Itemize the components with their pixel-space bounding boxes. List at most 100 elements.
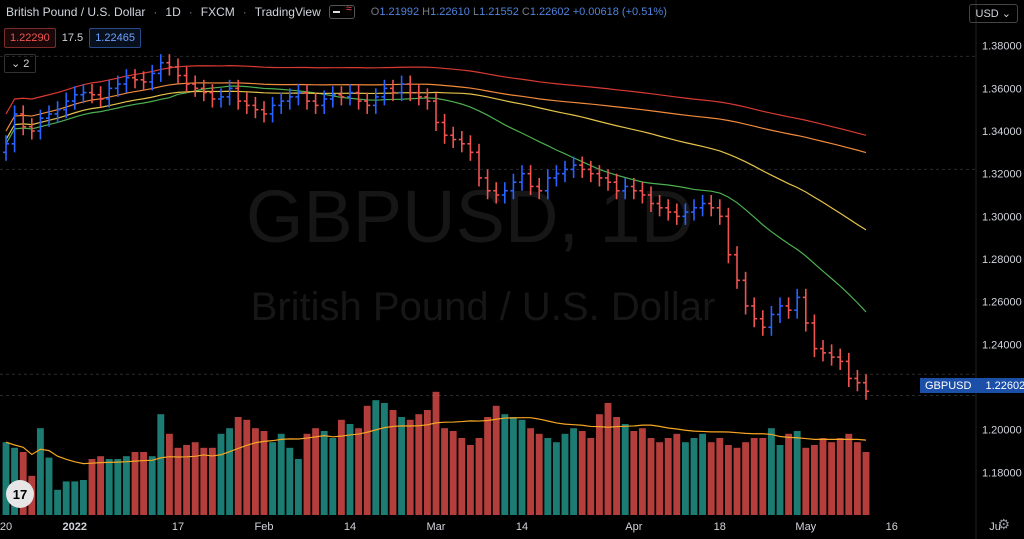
- ohlc-bar: [209, 84, 216, 108]
- ohlc-bar: [475, 143, 483, 187]
- currency-button[interactable]: USD ⌄: [968, 4, 1018, 23]
- time-tick-label: 20: [0, 521, 12, 533]
- ohlc-bar: [80, 84, 87, 104]
- volume-bar: [578, 431, 586, 515]
- volume-bar: [690, 438, 698, 515]
- indicators-collapse-button[interactable]: ⌄ 2: [4, 54, 37, 73]
- ohlc-bar: [295, 84, 302, 106]
- price-tick-label: 1.36000: [982, 83, 1022, 95]
- volume-bar: [595, 414, 603, 515]
- ohlc-bar: [630, 177, 637, 200]
- volume-bar: [389, 410, 397, 515]
- ohlc-bar: [510, 173, 517, 200]
- volume-bar: [552, 442, 560, 515]
- bid-button[interactable]: 1.22290: [4, 28, 56, 48]
- ohlc-bar: [63, 92, 70, 119]
- ohlc-bar: [811, 314, 818, 358]
- ohlc-bar: [579, 156, 586, 178]
- ohlc-bar: [862, 374, 870, 400]
- ohlc-bar: [260, 101, 268, 123]
- time-tick-label: 2022: [63, 521, 87, 533]
- ohlc-bar: [45, 105, 53, 127]
- volume-bar: [707, 442, 715, 515]
- ohlc-bar: [501, 182, 508, 204]
- volume-bar: [277, 433, 285, 515]
- ohlc-bar: [690, 199, 698, 221]
- volume-bar: [664, 438, 672, 515]
- price-tick-label: 1.20000: [982, 425, 1022, 437]
- ohlc-bar: [252, 96, 259, 119]
- visibility-toggle-icon[interactable]: [328, 3, 355, 19]
- volume-bar: [415, 414, 423, 515]
- ohlc-bar: [97, 86, 104, 108]
- volume-bar: [475, 438, 483, 515]
- ohlc-bar: [157, 54, 164, 82]
- time-axis[interactable]: 20 2022 17 Feb 14 Mar 14 Apr 18 May 16 Ju: [0, 521, 1001, 533]
- ohlc-bar: [11, 105, 18, 153]
- ohlc-bar: [166, 54, 173, 76]
- volume-bar: [234, 417, 242, 515]
- volume-bar: [114, 459, 122, 515]
- ohlc-bar: [450, 126, 457, 149]
- ohlc-bar: [321, 90, 328, 114]
- volume-bar: [286, 447, 294, 515]
- volume-bar: [432, 391, 440, 515]
- volume-bar: [88, 459, 96, 515]
- ohlc-bar: [338, 86, 345, 106]
- ohlc-bar: [604, 169, 612, 191]
- time-tick-label: 18: [714, 521, 726, 533]
- symbol-header[interactable]: British Pound / U.S. Dollar · 1D · FXCM …: [6, 3, 667, 19]
- ohlc-bar: [71, 86, 78, 110]
- time-tick-label: Mar: [427, 521, 446, 533]
- volume-bar: [303, 433, 311, 515]
- volume-bar: [613, 417, 621, 515]
- price-tick-label: 1.18000: [982, 467, 1022, 479]
- volume-bar: [845, 433, 853, 515]
- ohlc-bar: [398, 75, 405, 102]
- ohlc-bar: [123, 69, 130, 93]
- ohlc-bar: [536, 177, 543, 200]
- volume-bar: [165, 433, 173, 515]
- volume-bar: [269, 442, 277, 515]
- volume-bar: [251, 428, 259, 515]
- ohlc-bar: [561, 160, 569, 183]
- ohlc-bar: [364, 92, 371, 114]
- volume-bar: [518, 419, 526, 515]
- time-tick-label: 17: [172, 521, 184, 533]
- volume-bar: [509, 417, 517, 515]
- volume-bar: [226, 428, 234, 515]
- volume-bar: [484, 417, 492, 515]
- volume-ma-line: [5, 417, 867, 465]
- volume-bar: [785, 433, 793, 515]
- ohlc-bar: [372, 88, 379, 114]
- volume-bar: [363, 405, 371, 515]
- price-axis[interactable]: 1.38000 1.36000 1.34000 1.32000 1.30000 1.280…: [982, 41, 1022, 480]
- ohlc-bar: [613, 173, 620, 200]
- ohlc-bar: [458, 131, 465, 153]
- tradingview-logo-icon[interactable]: 17: [6, 480, 34, 508]
- volume-bar: [828, 442, 836, 515]
- volume-bar: [105, 459, 113, 515]
- time-tick-label: 16: [886, 521, 898, 533]
- ohlc-bar: [286, 88, 293, 110]
- ask-button[interactable]: 1.22465: [89, 28, 141, 48]
- volume-bar: [62, 481, 70, 515]
- ohlc-bar: [88, 84, 96, 104]
- ohlc-bar: [106, 79, 113, 108]
- volume-bar: [449, 431, 457, 515]
- volume-bar: [441, 428, 449, 515]
- volume-bar: [802, 447, 810, 515]
- ohlc-bar: [114, 75, 121, 97]
- gear-icon[interactable]: ⚙: [997, 516, 1010, 532]
- volume-bar: [131, 452, 139, 515]
- volume-bar: [561, 433, 569, 515]
- volume-bar: [810, 445, 818, 515]
- ohlc-bar: [432, 92, 440, 131]
- ohlc-bar: [381, 79, 388, 106]
- ohlc-bar: [656, 195, 663, 217]
- ma50-line: [5, 90, 867, 231]
- ohlc-bar: [527, 165, 534, 195]
- volume-bar: [699, 433, 707, 515]
- volume-bar: [733, 447, 741, 515]
